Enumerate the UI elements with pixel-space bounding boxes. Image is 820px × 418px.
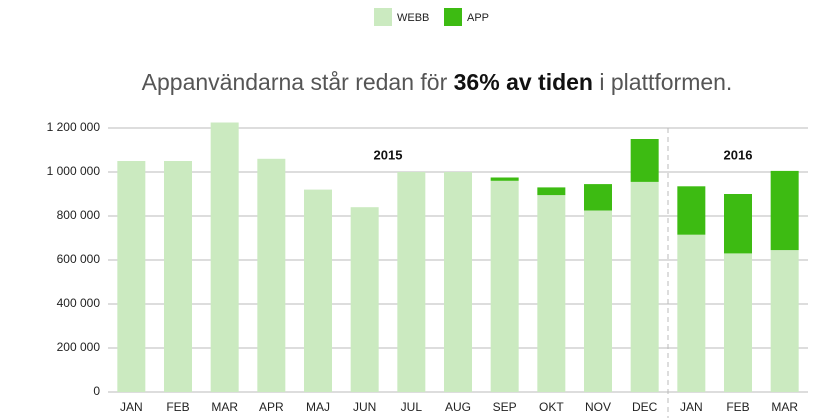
- bar-segment: [257, 158, 286, 392]
- y-tick-label: 400 000: [57, 296, 101, 310]
- bar-segment: [350, 207, 379, 392]
- bar-segment: [770, 250, 799, 392]
- x-tick-label: MAR: [771, 400, 798, 414]
- bar-segment: [677, 234, 706, 392]
- bar-segment: [490, 177, 519, 181]
- legend-swatch: [444, 8, 462, 26]
- chart-title: Appanvändarna står redan för 36% av tide…: [142, 69, 733, 95]
- bar-segment: [584, 210, 612, 392]
- bar-segment: [630, 181, 659, 392]
- bar-segment: [537, 195, 566, 392]
- y-tick-label: 200 000: [57, 340, 101, 354]
- bar-segment: [677, 186, 706, 235]
- bar-segment: [397, 172, 426, 392]
- bar-segment: [164, 161, 192, 392]
- y-tick-label: 0: [93, 384, 100, 398]
- x-tick-label: SEP: [493, 400, 517, 414]
- bar-segment: [630, 139, 659, 182]
- x-tick-label: MAJ: [306, 400, 330, 414]
- bar-segment: [724, 194, 752, 254]
- x-tick-label: MAR: [211, 400, 238, 414]
- x-tick-label: JAN: [680, 400, 703, 414]
- bar-segment: [490, 180, 519, 392]
- bar-segment: [724, 253, 752, 392]
- x-tick-label: JUN: [353, 400, 376, 414]
- x-tick-label: NOV: [585, 400, 611, 414]
- title-highlight: 36% av tiden: [454, 69, 593, 95]
- bar-segment: [537, 187, 566, 196]
- annotation: 2016: [724, 147, 753, 162]
- y-tick-label: 1 000 000: [47, 164, 101, 178]
- legend-label: WEBB: [397, 12, 429, 24]
- title-part: Appanvändarna står redan för: [142, 69, 454, 95]
- bar-segment: [304, 189, 332, 392]
- bar-segment: [584, 184, 612, 211]
- annotation: 2015: [374, 147, 403, 162]
- x-tick-label: DEC: [632, 400, 658, 414]
- bar-segment: [210, 122, 239, 392]
- x-tick-label: FEB: [726, 400, 749, 414]
- bar-segment: [444, 172, 472, 392]
- bar-segment: [117, 161, 146, 392]
- y-tick-label: 600 000: [57, 252, 101, 266]
- y-tick-label: 800 000: [57, 208, 101, 222]
- x-tick-label: OKT: [539, 400, 564, 414]
- bar-segment: [770, 170, 799, 251]
- x-tick-label: JUL: [401, 400, 423, 414]
- x-tick-label: FEB: [166, 400, 189, 414]
- x-tick-label: APR: [259, 400, 284, 414]
- x-tick-label: JAN: [120, 400, 143, 414]
- legend-label: APP: [467, 12, 489, 24]
- y-tick-label: 1 200 000: [47, 120, 101, 134]
- x-tick-label: AUG: [445, 400, 471, 414]
- legend-swatch: [374, 8, 392, 26]
- title-part: i plattformen.: [593, 69, 732, 95]
